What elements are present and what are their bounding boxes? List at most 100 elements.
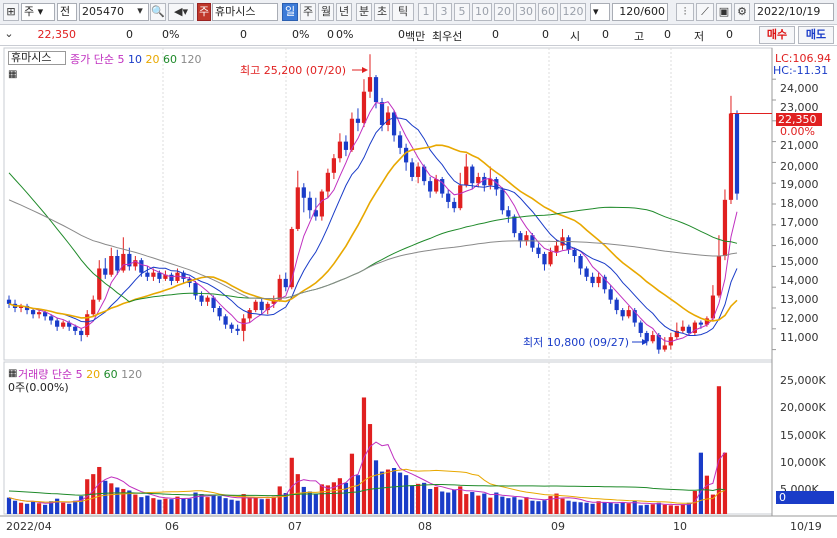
grid-icon[interactable]: ▦ [8, 69, 18, 80]
candle-body [67, 322, 72, 327]
candle-body [434, 179, 439, 192]
vma60-label: 60 [103, 368, 118, 381]
candle-body [397, 135, 403, 148]
code-input[interactable]: 205470 [79, 3, 149, 21]
period-second[interactable]: 초 [374, 3, 390, 21]
minute-1[interactable]: 1 [418, 3, 434, 21]
volume-bar [572, 501, 577, 514]
save-icon[interactable]: ▣ [716, 3, 732, 21]
sell-button[interactable]: 매도 [798, 26, 834, 44]
volume-bar [379, 471, 385, 514]
period-day[interactable]: 일 [282, 3, 298, 21]
period-minute[interactable]: 분 [356, 3, 372, 21]
volume-bar [121, 488, 126, 514]
candle-body [662, 345, 667, 350]
period-tick[interactable]: 틱 [392, 3, 414, 21]
volume-bar [686, 502, 691, 514]
volume-grid-icon[interactable]: ▦ [8, 368, 18, 379]
market-select[interactable]: 주 ▾ [21, 3, 55, 21]
search-icon[interactable]: 🔍 [150, 3, 166, 21]
stock-name-field[interactable]: 휴마시스 [212, 3, 278, 21]
volume-bar [283, 493, 288, 514]
volume-bar [614, 503, 619, 514]
best-value: 0 [492, 28, 499, 41]
period-month[interactable]: 월 [318, 3, 334, 21]
candle-body [97, 268, 102, 300]
volume-bar [361, 397, 367, 514]
y-tick: 15,000 [780, 255, 819, 268]
prefix-select[interactable]: 전 [57, 3, 77, 21]
date-field[interactable]: 2022/10/19 [754, 3, 834, 21]
x-tick: 07 [288, 520, 302, 533]
minute-120[interactable]: 120 [560, 3, 586, 21]
volume-bar [704, 475, 710, 514]
volume-bar [578, 502, 583, 514]
chevron-down-icon[interactable]: ▾ [137, 4, 143, 17]
period-year[interactable]: 년 [336, 3, 352, 21]
minute-3[interactable]: 3 [436, 3, 452, 21]
volume-bar [241, 494, 246, 514]
draw-icon[interactable]: ⟋ [696, 3, 714, 21]
speaker-icon[interactable]: ◀▾ [168, 3, 194, 21]
candle-body [307, 197, 312, 211]
minute-10[interactable]: 10 [472, 3, 492, 21]
volume-bar [656, 502, 661, 514]
candle-body [36, 312, 42, 315]
candle-body [728, 113, 734, 200]
volume-bar [325, 485, 330, 514]
candle-body [500, 189, 505, 211]
high-arrow-head [362, 67, 368, 73]
volume-bar [265, 498, 270, 514]
minute-20[interactable]: 20 [494, 3, 514, 21]
candle-body [253, 301, 258, 311]
candle-body [301, 187, 306, 198]
volume-bar [30, 501, 36, 514]
minute-5[interactable]: 5 [454, 3, 470, 21]
candle-body [614, 299, 619, 311]
indicator-icon[interactable]: ⫶ [676, 3, 694, 21]
y-tick: 20,000 [780, 160, 819, 173]
candle-body [18, 305, 24, 308]
y-tick: 17,000 [780, 216, 819, 229]
candle-body [410, 162, 415, 177]
candle-body [710, 295, 716, 319]
volume-bar [193, 492, 198, 514]
y-tick: 12,000 [780, 312, 819, 325]
candle-body [361, 91, 367, 123]
info-v2: 0 [240, 28, 247, 41]
volume-bar [217, 496, 222, 514]
candle-body [73, 326, 78, 331]
collapse-icon[interactable]: ⌄ [4, 27, 14, 40]
y-tick: 24,000 [780, 82, 819, 95]
candle-body [319, 191, 324, 217]
volume-bar [482, 493, 487, 514]
candle-body [536, 247, 541, 254]
buy-button[interactable]: 매수 [759, 26, 795, 44]
period-week[interactable]: 주 [300, 3, 316, 21]
candle-body [127, 253, 132, 267]
candle-body [367, 77, 373, 92]
volume-bar [49, 501, 54, 514]
volume-bar [602, 502, 607, 514]
volume-bar [638, 505, 643, 514]
candle-body [578, 256, 583, 269]
minute-60[interactable]: 60 [538, 3, 558, 21]
layout-icon[interactable]: ⊞ [3, 3, 19, 21]
candle-body [650, 335, 655, 342]
interval-dropdown[interactable]: ▾ [590, 3, 610, 21]
volume-current-tag: 0 [776, 491, 834, 504]
candle-body [355, 118, 361, 123]
gear-icon[interactable]: ⚙ [734, 3, 750, 21]
candle-body [169, 274, 174, 281]
volume-bar [494, 492, 499, 514]
count-field[interactable]: 120/600 [612, 3, 668, 21]
ma120-line [8, 199, 738, 300]
candle-body [145, 272, 150, 277]
x-tick: 06 [165, 520, 179, 533]
volume-bar [403, 475, 409, 514]
volume-bar [458, 486, 463, 514]
volume-bar [584, 502, 589, 514]
minute-30[interactable]: 30 [516, 3, 536, 21]
high-label: 고 [634, 30, 645, 43]
